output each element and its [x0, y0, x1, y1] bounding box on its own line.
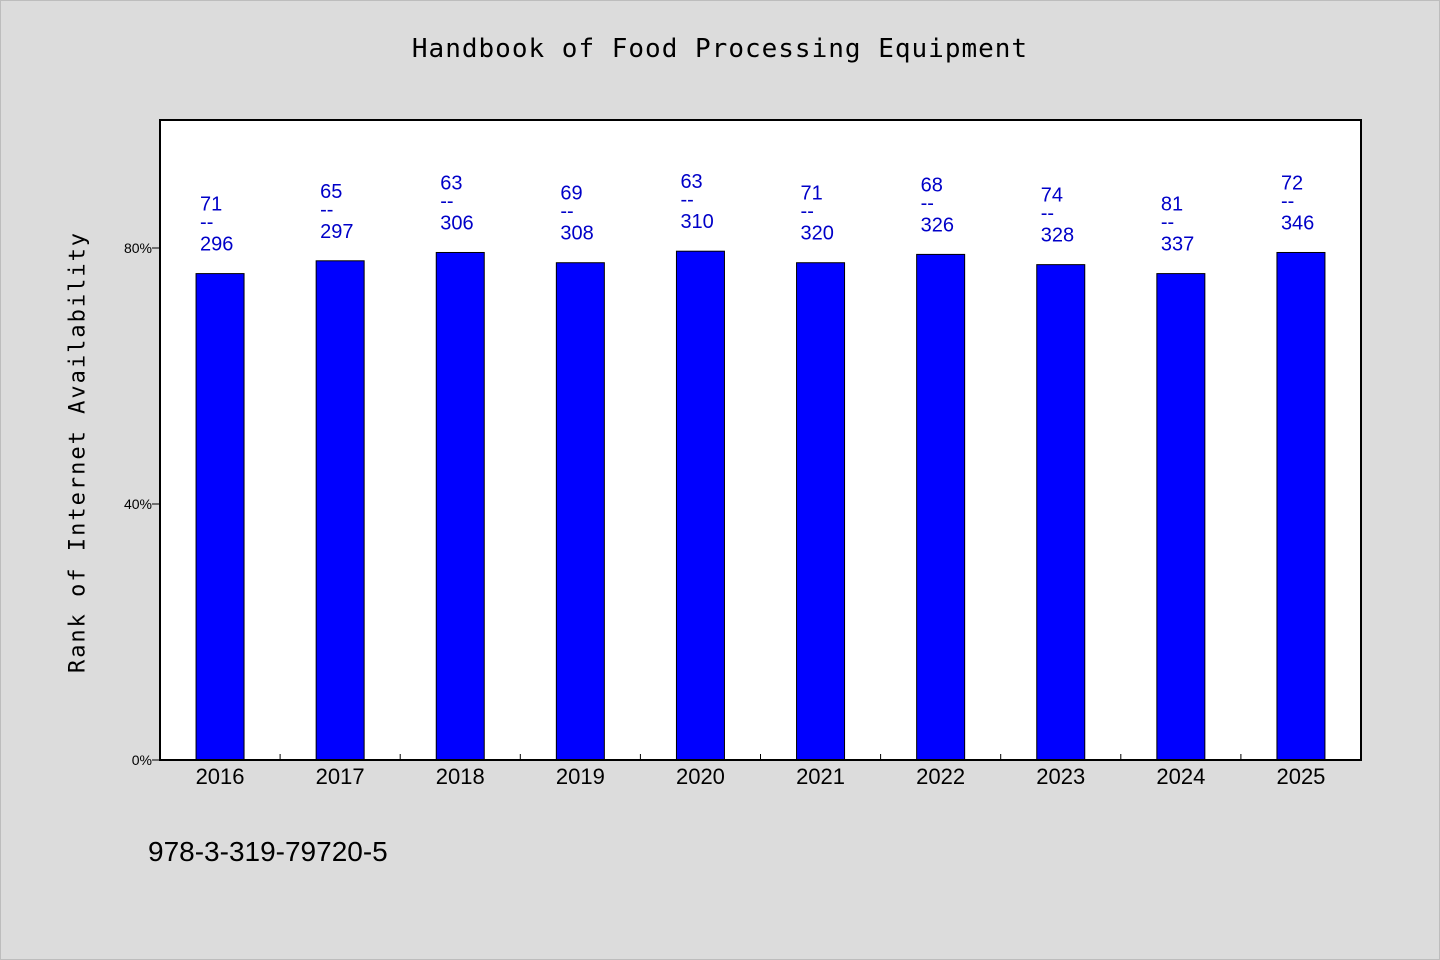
- data-label-top: 69: [560, 183, 582, 205]
- bar: [1036, 264, 1086, 761]
- data-label-separator: --: [200, 212, 213, 234]
- data-label-bottom: 346: [1281, 212, 1314, 234]
- data-label-top: 71: [801, 183, 823, 205]
- plot-border: [159, 119, 1362, 761]
- isbn-footer: 978-3-319-79720-5: [148, 836, 388, 867]
- data-label-bottom: 310: [680, 211, 713, 233]
- data-label-separator: --: [1161, 212, 1174, 234]
- bar: [1276, 251, 1326, 761]
- data-label-bottom: 337: [1161, 234, 1194, 256]
- data-label-bottom: 306: [440, 212, 473, 234]
- bar: [1156, 273, 1206, 761]
- bar: [195, 273, 245, 761]
- data-label-separator: --: [440, 190, 453, 212]
- data-label-bottom: 328: [1041, 225, 1074, 247]
- y-tick-label: 40%: [124, 496, 152, 512]
- data-label-separator: --: [921, 192, 934, 214]
- x-tick-label: 2021: [796, 764, 845, 789]
- data-label-top: 72: [1281, 172, 1303, 194]
- y-tick-label: 80%: [124, 240, 152, 256]
- data-label-separator: --: [560, 201, 573, 223]
- chart-title: Handbook of Food Processing Equipment: [411, 34, 1029, 64]
- data-label-separator: --: [680, 189, 693, 211]
- data-label-top: 81: [1161, 194, 1183, 216]
- bar: [435, 251, 485, 761]
- data-label-bottom: 308: [560, 223, 593, 245]
- bar: [675, 250, 725, 761]
- data-label-bottom: 320: [801, 223, 834, 245]
- data-label-bottom: 296: [200, 234, 233, 256]
- x-tick-label: 2024: [1156, 764, 1205, 789]
- data-label-top: 71: [200, 194, 222, 216]
- data-label-bottom: 297: [320, 221, 353, 243]
- x-tick-label: 2020: [676, 764, 725, 789]
- bar: [796, 262, 846, 761]
- x-tick-label: 2025: [1276, 764, 1325, 789]
- x-tick-label: 2022: [916, 764, 965, 789]
- data-label-top: 68: [921, 174, 943, 196]
- x-tick-label: 2023: [1036, 764, 1085, 789]
- data-label-top: 65: [320, 181, 342, 203]
- bar: [555, 262, 605, 761]
- data-label-separator: --: [1281, 190, 1294, 212]
- x-tick-label: 2018: [436, 764, 485, 789]
- data-label-top: 63: [440, 172, 462, 194]
- x-tick-label: 2017: [316, 764, 365, 789]
- bar: [916, 253, 966, 761]
- data-label-separator: --: [801, 201, 814, 223]
- data-label-separator: --: [320, 199, 333, 221]
- data-label-top: 74: [1041, 185, 1063, 207]
- data-label-bottom: 326: [921, 214, 954, 236]
- data-label-top: 63: [680, 171, 702, 193]
- y-tick-label: 0%: [132, 752, 152, 768]
- data-label-separator: --: [1041, 203, 1054, 225]
- x-tick-label: 2019: [556, 764, 605, 789]
- bar: [315, 260, 365, 761]
- x-tick-label: 2016: [196, 764, 245, 789]
